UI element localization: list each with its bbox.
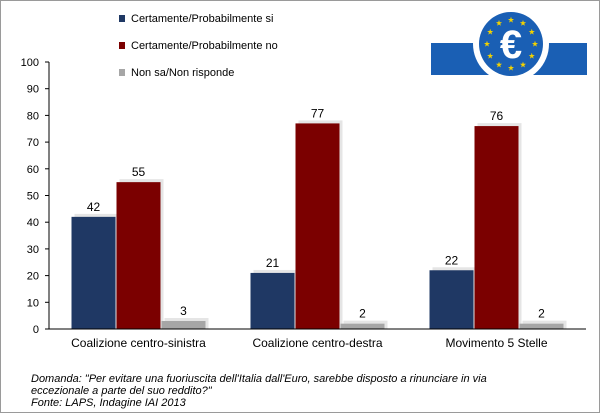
- legend-swatch-non-sa-non-risponde: [119, 69, 125, 76]
- y-tick-label: 0: [33, 324, 39, 336]
- legend-label-certamente-probabilmente-si: Certamente/Probabilmente si: [131, 13, 273, 25]
- euro-symbol-icon: €: [500, 23, 522, 67]
- y-tick-label: 70: [27, 137, 39, 149]
- logo-star-5: [528, 52, 535, 59]
- y-tick-label: 80: [27, 110, 39, 122]
- data-label: 3: [180, 304, 187, 318]
- legend-swatch-certamente-probabilmente-no: [119, 42, 125, 49]
- logo-star-4: [531, 40, 539, 47]
- logo-star-2: [519, 20, 527, 26]
- bar-non-sa-non-risponde-coalizione-centro-destra: [340, 323, 385, 329]
- y-tick-label: 10: [27, 297, 39, 309]
- logo-star-9: [487, 52, 494, 59]
- data-label: 55: [132, 165, 146, 179]
- y-axis: 0 10 20 30 40 50 60 70 80 90 100: [21, 57, 50, 336]
- logo-stars: [483, 16, 539, 71]
- legend-label-non-sa-non-risponde: Non sa/Non risponde: [131, 67, 234, 79]
- logo-star-7: [507, 64, 515, 71]
- data-label: 76: [490, 109, 504, 123]
- data-label: 2: [359, 307, 366, 321]
- data-label: 22: [445, 253, 459, 267]
- logo-star-10: [483, 40, 491, 47]
- logo-disc: [479, 12, 543, 76]
- x-tick-label-coalizione-centro-sinistra: Coalizione centro-sinistra: [71, 336, 206, 350]
- bar-certamente-probabilmente-no-coalizione-centro-destra: [295, 123, 340, 329]
- y-tick-label: 100: [21, 57, 39, 69]
- legend-label-certamente-probabilmente-no: Certamente/Probabilmente no: [131, 40, 278, 52]
- y-tick-label: 60: [27, 164, 39, 176]
- logo-star-11: [487, 28, 494, 35]
- question-text-line2: eccezionale a parte del suo reddito?": [31, 385, 212, 397]
- legend: Certamente/Probabilmente si Certamente/Pr…: [119, 13, 278, 79]
- source-text: Fonte: LAPS, Indagine IAI 2013: [31, 397, 186, 409]
- y-tick-label: 20: [27, 271, 39, 283]
- x-axis: Coalizione centro-sinistra Coalizione cen…: [49, 328, 586, 350]
- logo-star-12: [495, 20, 503, 26]
- bar-certamente-probabilmente-si-movimento-5-stelle: [429, 270, 474, 329]
- data-label: 42: [87, 200, 101, 214]
- y-tick-label: 30: [27, 244, 39, 256]
- x-tick-label-movimento-5-stelle: Movimento 5 Stelle: [445, 336, 547, 350]
- bar-non-sa-non-risponde-coalizione-centro-sinistra: [161, 320, 206, 329]
- chart-note: Domanda: "Per evitare una fuoriuscita de…: [31, 373, 571, 409]
- y-tick-label: 40: [27, 217, 39, 229]
- data-label: 21: [266, 256, 280, 270]
- bar-certamente-probabilmente-no-coalizione-centro-sinistra: [116, 182, 161, 329]
- logo-star-8: [495, 61, 503, 68]
- data-label: 2: [538, 307, 545, 321]
- y-tick-label: 90: [27, 84, 39, 96]
- bar-certamente-probabilmente-si-coalizione-centro-destra: [250, 272, 295, 329]
- bar-certamente-probabilmente-si-coalizione-centro-sinistra: [71, 216, 116, 329]
- question-text-line1: Domanda: "Per evitare una fuoriuscita de…: [31, 373, 487, 385]
- data-label: 77: [311, 106, 325, 120]
- logo-star-1: [507, 16, 515, 23]
- legend-swatch-certamente-probabilmente-si: [119, 15, 125, 22]
- y-tick-label: 50: [27, 191, 39, 203]
- logo-star-3: [528, 28, 535, 35]
- logo-star-6: [519, 61, 527, 68]
- bar-non-sa-non-risponde-movimento-5-stelle: [519, 323, 564, 329]
- x-tick-label-coalizione-centro-destra: Coalizione centro-destra: [252, 336, 382, 350]
- bar-certamente-probabilmente-no-movimento-5-stelle: [474, 126, 519, 329]
- euro-logo: €: [431, 6, 587, 82]
